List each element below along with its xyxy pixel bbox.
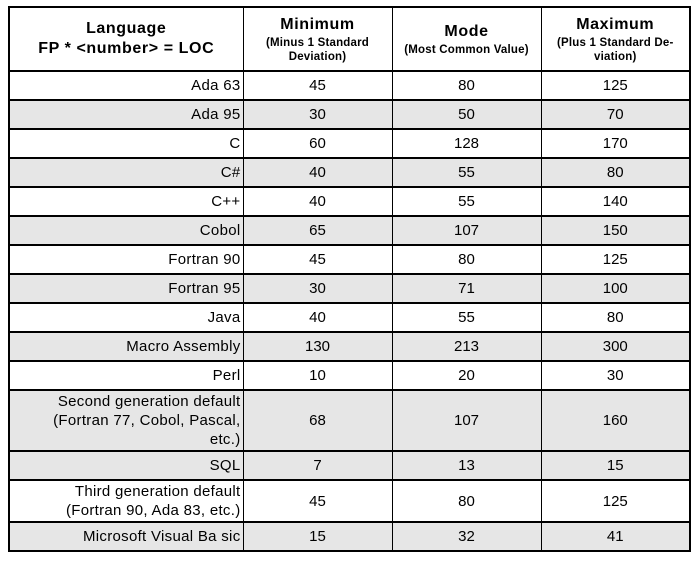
minimum-cell: 45 xyxy=(242,479,393,523)
mode-cell: 80 xyxy=(391,244,542,275)
table-header: Language FP * <number> = LOC Minimum (Mi… xyxy=(8,6,691,72)
mode-header-subtitle: (Most Common Value) xyxy=(404,43,529,56)
maximum-cell: 125 xyxy=(540,479,691,523)
language-cell: C xyxy=(8,128,244,159)
maximum-cell: 100 xyxy=(540,273,691,304)
maximum-cell: 150 xyxy=(540,215,691,246)
table-row: Perl 10 20 30 xyxy=(8,360,691,391)
maximum-cell: 140 xyxy=(540,186,691,217)
minimum-cell: 68 xyxy=(242,389,393,452)
minimum-cell: 130 xyxy=(242,331,393,362)
mode-cell: 107 xyxy=(391,215,542,246)
maximum-cell: 80 xyxy=(540,157,691,188)
language-cell: Fortran 90 xyxy=(8,244,244,275)
mode-cell: 20 xyxy=(391,360,542,391)
table-row: Third generation default (Fortran 90, Ad… xyxy=(8,479,691,523)
maximum-header-title: Maximum xyxy=(576,15,655,33)
minimum-cell: 40 xyxy=(242,302,393,333)
maximum-cell: 170 xyxy=(540,128,691,159)
minimum-cell: 65 xyxy=(242,215,393,246)
table-row: Ada 95 30 50 70 xyxy=(8,99,691,130)
minimum-cell: 10 xyxy=(242,360,393,391)
minimum-cell: 45 xyxy=(242,70,393,101)
header-row: Language FP * <number> = LOC Minimum (Mi… xyxy=(8,6,691,72)
maximum-cell: 125 xyxy=(540,70,691,101)
language-cell: Second generation default (Fortran 77, C… xyxy=(8,389,244,452)
table-row: C# 40 55 80 xyxy=(8,157,691,188)
fp-loc-conversion-table: Language FP * <number> = LOC Minimum (Mi… xyxy=(8,6,691,552)
maximum-cell: 30 xyxy=(540,360,691,391)
table-row: SQL 7 13 15 xyxy=(8,450,691,481)
minimum-header-title: Minimum xyxy=(280,15,355,33)
table-row: Macro Assembly 130 213 300 xyxy=(8,331,691,362)
maximum-cell: 160 xyxy=(540,389,691,452)
minimum-cell: 7 xyxy=(242,450,393,481)
minimum-column-header: Minimum (Minus 1 Standard Deviation) xyxy=(242,6,393,72)
table-row: C 60 128 170 xyxy=(8,128,691,159)
language-cell: Third generation default (Fortran 90, Ad… xyxy=(8,479,244,523)
table-figure: Language FP * <number> = LOC Minimum (Mi… xyxy=(8,6,691,552)
maximum-cell: 15 xyxy=(540,450,691,481)
mode-cell: 80 xyxy=(391,479,542,523)
maximum-cell: 300 xyxy=(540,331,691,362)
mode-column-header: Mode (Most Common Value) xyxy=(391,6,542,72)
language-cell: Ada 63 xyxy=(8,70,244,101)
minimum-cell: 60 xyxy=(242,128,393,159)
table-row: Java 40 55 80 xyxy=(8,302,691,333)
mode-cell: 32 xyxy=(391,521,542,552)
minimum-header-subtitle: (Minus 1 Standard Deviation) xyxy=(265,36,370,63)
language-cell: Cobol xyxy=(8,215,244,246)
mode-header-title: Mode xyxy=(444,22,489,40)
mode-cell: 80 xyxy=(391,70,542,101)
language-cell: Perl xyxy=(8,360,244,391)
mode-cell: 71 xyxy=(391,273,542,304)
minimum-cell: 40 xyxy=(242,157,393,188)
maximum-cell: 125 xyxy=(540,244,691,275)
language-header-title: Language xyxy=(86,20,167,37)
language-cell: C# xyxy=(8,157,244,188)
language-cell: SQL xyxy=(8,450,244,481)
language-header-formula: FP * <number> = LOC xyxy=(38,40,215,57)
maximum-cell: 41 xyxy=(540,521,691,552)
table-body: Ada 63 45 80 125 Ada 95 30 50 70 C 60 128 170 C# 40 55… xyxy=(8,70,691,552)
table-row: Fortran 95 30 71 100 xyxy=(8,273,691,304)
language-column-header: Language FP * <number> = LOC xyxy=(8,6,244,72)
mode-cell: 55 xyxy=(391,186,542,217)
table-row: Microsoft Visual Ba sic 15 32 41 xyxy=(8,521,691,552)
table-row: Second generation default (Fortran 77, C… xyxy=(8,389,691,452)
minimum-cell: 15 xyxy=(242,521,393,552)
minimum-cell: 45 xyxy=(242,244,393,275)
maximum-cell: 80 xyxy=(540,302,691,333)
minimum-cell: 40 xyxy=(242,186,393,217)
language-cell: C++ xyxy=(8,186,244,217)
mode-cell: 128 xyxy=(391,128,542,159)
table-row: Cobol 65 107 150 xyxy=(8,215,691,246)
mode-cell: 55 xyxy=(391,302,542,333)
maximum-header-subtitle: (Plus 1 Standard De- viation) xyxy=(557,36,674,63)
language-cell: Microsoft Visual Ba sic xyxy=(8,521,244,552)
maximum-column-header: Maximum (Plus 1 Standard De- viation) xyxy=(540,6,691,72)
table-row: C++ 40 55 140 xyxy=(8,186,691,217)
minimum-cell: 30 xyxy=(242,99,393,130)
mode-cell: 55 xyxy=(391,157,542,188)
mode-cell: 107 xyxy=(391,389,542,452)
mode-cell: 50 xyxy=(391,99,542,130)
minimum-cell: 30 xyxy=(242,273,393,304)
table-row: Ada 63 45 80 125 xyxy=(8,70,691,101)
language-cell: Fortran 95 xyxy=(8,273,244,304)
mode-cell: 13 xyxy=(391,450,542,481)
language-cell: Macro Assembly xyxy=(8,331,244,362)
table-row: Fortran 90 45 80 125 xyxy=(8,244,691,275)
language-cell: Ada 95 xyxy=(8,99,244,130)
maximum-cell: 70 xyxy=(540,99,691,130)
language-cell: Java xyxy=(8,302,244,333)
mode-cell: 213 xyxy=(391,331,542,362)
